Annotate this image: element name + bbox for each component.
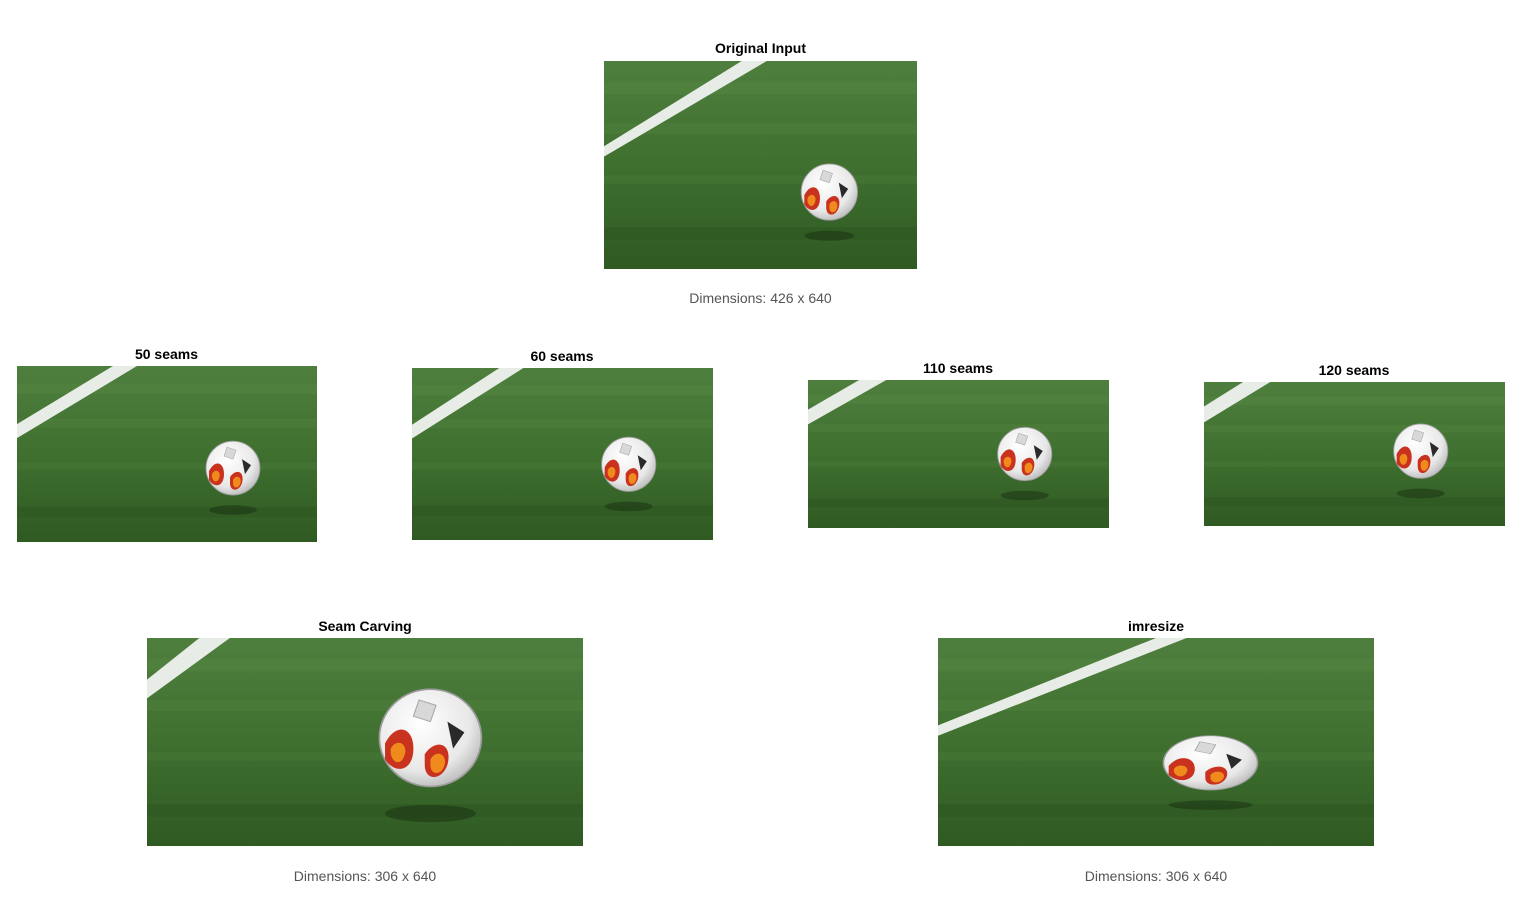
soccer-field-scene (147, 638, 583, 846)
imresize-panel: imresize (938, 614, 1374, 847)
soccer-field-scene (604, 61, 917, 269)
step-image (412, 368, 713, 540)
imresize-dimensions: Dimensions: 306 x 640 (1084, 868, 1228, 884)
soccer-field-scene (938, 638, 1374, 846)
step-image (808, 380, 1109, 528)
step-image (17, 366, 317, 542)
original-dimensions: Dimensions: 426 x 640 (689, 290, 832, 306)
soccer-field-scene (412, 368, 713, 540)
original-title: Original Input (715, 40, 806, 56)
original-panel: Original Input (604, 38, 917, 270)
soccer-field-scene (17, 366, 317, 542)
seam-carving-dimensions: Dimensions: 306 x 640 (293, 868, 437, 884)
seam-carving-image (147, 638, 583, 846)
imresize-title: imresize (1127, 618, 1185, 634)
step-panel-60: 60 seams (411, 346, 713, 542)
step-panel-50: 50 seams (16, 344, 317, 544)
original-image (604, 61, 917, 269)
step-title: 60 seams (530, 348, 594, 364)
step-title: 50 seams (134, 346, 199, 362)
imresize-image (938, 638, 1374, 846)
step-panel-120: 120 seams (1203, 360, 1505, 528)
step-image (1204, 382, 1505, 526)
field-line (604, 61, 767, 157)
seam-carving-title: Seam Carving (318, 618, 412, 634)
step-title: 120 seams (1318, 362, 1390, 378)
step-title: 110 seams (922, 360, 994, 376)
seam-carving-panel: Seam Carving (147, 614, 583, 847)
step-panel-110: 110 seams (807, 358, 1109, 530)
soccer-field-scene (808, 380, 1109, 528)
soccer-field-scene (1204, 382, 1505, 526)
